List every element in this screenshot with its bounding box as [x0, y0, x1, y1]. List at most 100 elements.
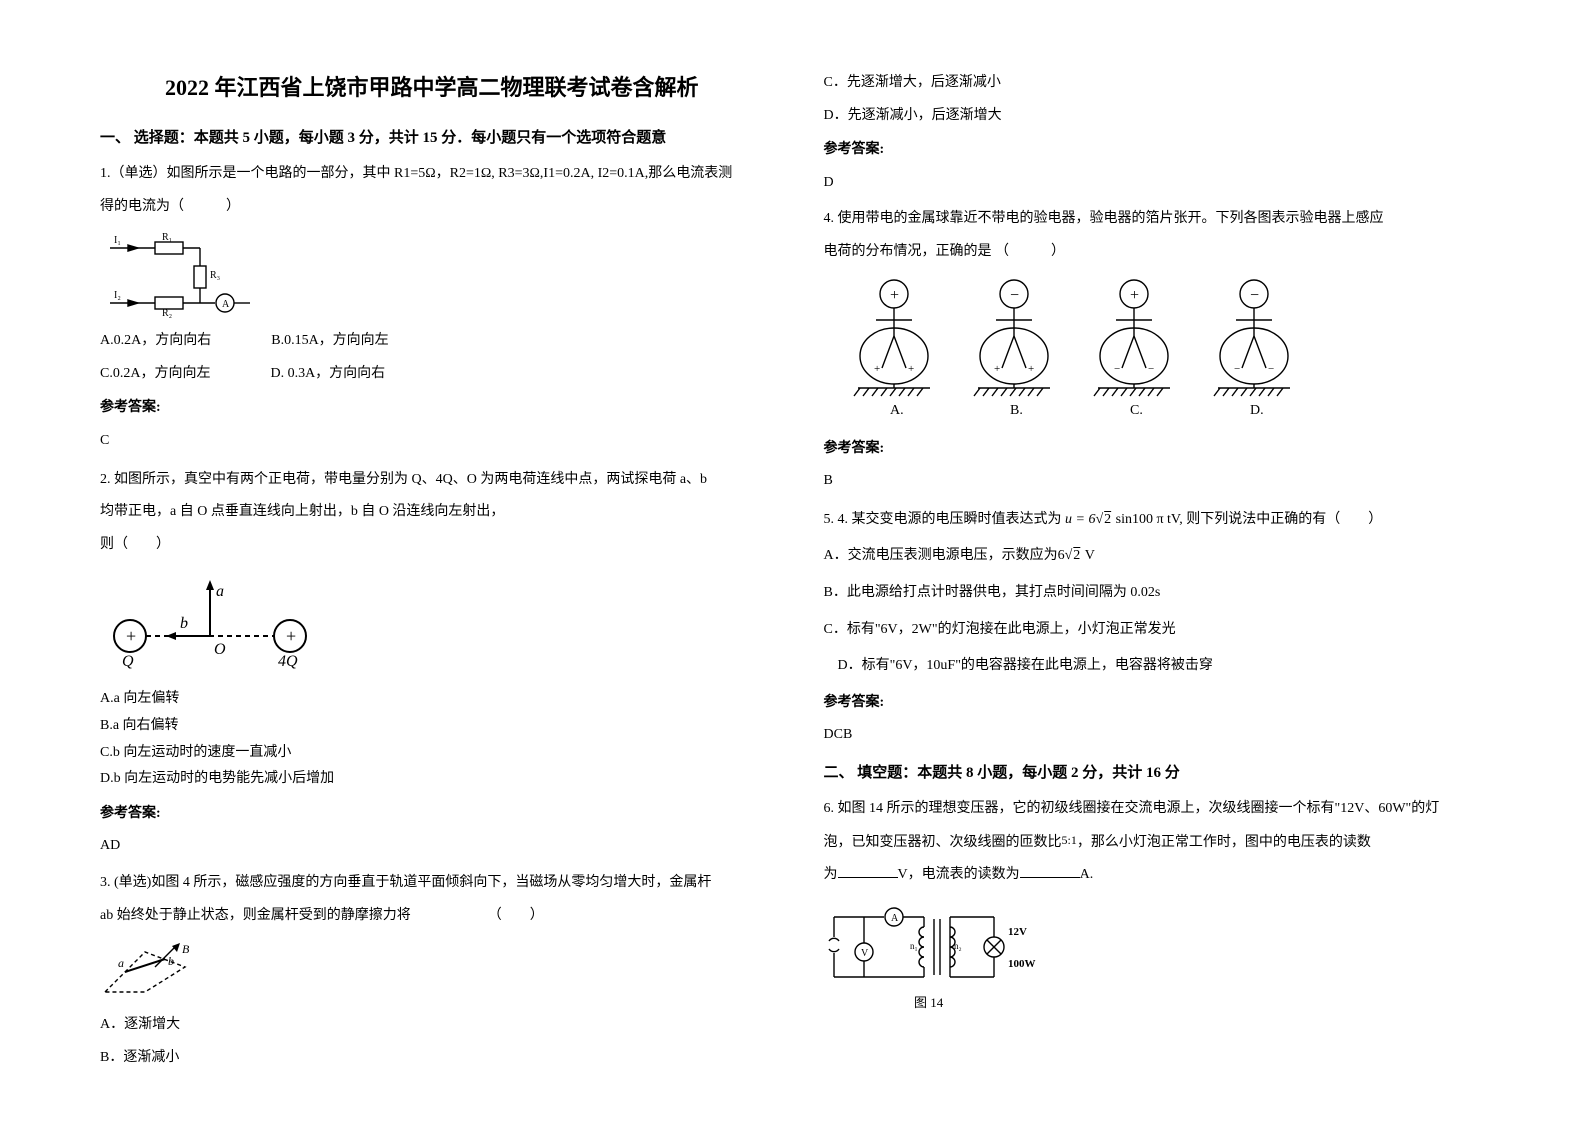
q1-option-a: A.0.2A，方向向右 [100, 328, 211, 355]
svg-text:+: + [1130, 287, 1139, 304]
section-a-header: 一、 选择题：本题共 5 小题，每小题 3 分，共计 15 分．每小题只有一个选… [100, 126, 764, 147]
q6-blank-2 [1020, 864, 1080, 878]
q1-stem-2: 得的电流为（ ） [100, 194, 764, 221]
question-5: 5. 4. 某交变电源的电压瞬时值表达式为 u = 6√2 sin100 π t… [824, 507, 1488, 749]
q5-tail: 则下列说法中正确的有（ ） [1186, 512, 1382, 527]
q4-answer-label: 参考答案: [824, 436, 1488, 463]
q1-options-row-1: A.0.2A，方向向右 B.0.15A，方向向左 [100, 328, 764, 355]
q4-electroscope-figure: +++A.−++B.+−−C.−−−D. [824, 276, 1324, 426]
q6-fig-caption: 图 14 [914, 995, 944, 1010]
q5-opta-sqrt: 2 [1072, 548, 1081, 563]
question-1: 1.（单选）如图所示是一个电路的一部分，其中 R1=5Ω，R2=1Ω, R3=3… [100, 161, 764, 455]
q5-option-a: A．交流电压表测电源电压，示数应为6√2 V [824, 543, 1488, 570]
q6-stem-3-mid: V，电流表的读数为 [898, 867, 1020, 882]
svg-text:−: − [1114, 363, 1120, 375]
exam-page: 2022 年江西省上饶市甲路中学高二物理联考试卷含解析 一、 选择题：本题共 5… [100, 70, 1487, 1082]
q2-charge-figure: + + Q 4Q O a b [100, 566, 320, 676]
q3-answer: D [824, 170, 1488, 197]
question-2: 2. 如图所示，真空中有两个正电荷，带电量分别为 Q、4Q、O 为两电荷连线中点… [100, 467, 764, 860]
document-title: 2022 年江西省上饶市甲路中学高二物理联考试卷含解析 [100, 70, 764, 102]
q2-answer-label: 参考答案: [100, 801, 764, 828]
q6-stem-3: 为 V，电流表的读数为 A. [824, 862, 1488, 889]
q2-fig-b: b [180, 615, 188, 632]
question-4: 4. 使用带电的金属球靠近不带电的验电器，验电器的箔片张开。下列各图表示验电器上… [824, 206, 1488, 494]
q5-inner: 4. 某交变电源的电压瞬时值表达式为 [838, 512, 1062, 527]
q2-fig-q: Q [122, 653, 134, 670]
q2-option-d: D.b 向左运动时的电势能先减小后增加 [100, 766, 764, 793]
q3-option-a: A．逐渐增大 [100, 1012, 764, 1039]
q2-fig-o: O [214, 641, 226, 658]
q1-option-b: B.0.15A，方向向左 [271, 328, 388, 355]
q2-fig-plus-2: + [286, 626, 296, 646]
q2-stem-2: 均带正电，a 自 O 点垂直连线向上射出，b 自 O 沿连线向左射出， [100, 499, 764, 526]
q1-fig-i2: I₂ [114, 290, 121, 301]
q6-stem-2: 泡，已知变压器初、次级线圈的匝数比5:1，那么小灯泡正常工作时，图中的电压表的读… [824, 829, 1488, 857]
q4-stem-1: 4. 使用带电的金属球靠近不带电的验电器，验电器的箔片张开。下列各图表示验电器上… [824, 206, 1488, 233]
q5-answer-label: 参考答案: [824, 690, 1488, 717]
q1-fig-r1: R₁ [162, 232, 172, 243]
svg-text:A.: A. [890, 403, 904, 418]
q2-option-b: B.a 向右偏转 [100, 713, 764, 740]
q2-fig-a: a [216, 583, 224, 600]
q5-answer: DCB [824, 722, 1488, 749]
q2-fig-4q: 4Q [278, 653, 298, 670]
q5-option-c: C．标有"6V，2W"的灯泡接在此电源上，小灯泡正常发光 [824, 617, 1488, 644]
q3-stem-2: ab 始终处于静止状态，则金属杆受到的静摩擦力将 （ ） [100, 903, 764, 930]
q6-stem-3-post: A. [1080, 867, 1094, 882]
q6-fig-100w: 100W [1008, 958, 1036, 970]
svg-text:−: − [1148, 363, 1154, 375]
q2-stem-1: 2. 如图所示，真空中有两个正电荷，带电量分别为 Q、4Q、O 为两电荷连线中点… [100, 467, 764, 494]
q1-fig-r2: R₂ [162, 308, 172, 318]
q6-fig-n2: n₂ [954, 941, 962, 951]
q1-option-c: C.0.2A，方向向左 [100, 361, 210, 388]
q1-answer-label: 参考答案: [100, 395, 764, 422]
q2-answer: AD [100, 833, 764, 860]
q3-fig-b: b [168, 954, 174, 968]
q2-fig-plus-1: + [126, 626, 136, 646]
svg-text:−: − [1234, 363, 1240, 375]
q5-opta-val: 6 [1058, 548, 1065, 563]
svg-text:+: + [890, 287, 899, 304]
svg-text:C.: C. [1130, 403, 1143, 418]
q6-stem-2-post: ，那么小灯泡正常工作时，图中的电压表的读数 [1077, 835, 1371, 850]
q3-option-b: B．逐渐减小 [100, 1045, 764, 1072]
q6-stem-3-pre: 为 [824, 867, 838, 882]
q5-expr-sqrt: 2 [1103, 512, 1112, 527]
q6-blank-1 [838, 864, 898, 878]
q1-fig-a: A [222, 299, 230, 310]
q6-fig-v: V [861, 948, 869, 959]
q4-stem-2: 电荷的分布情况，正确的是 （ ） [824, 239, 1488, 266]
section-b-header: 二、 填空题：本题共 8 小题，每小题 2 分，共计 16 分 [824, 761, 1488, 782]
q1-fig-i1: I₁ [114, 235, 121, 246]
svg-text:+: + [1028, 363, 1034, 375]
q3-fig-B: B [182, 942, 190, 956]
q3-option-d: D．先逐渐减小，后逐渐增大 [824, 103, 1488, 130]
q6-stem-1: 6. 如图 14 所示的理想变压器，它的初级线圈接在交流电源上，次级线圈接一个标… [824, 796, 1488, 823]
question-6: 6. 如图 14 所示的理想变压器，它的初级线圈接在交流电源上，次级线圈接一个标… [824, 796, 1488, 1017]
svg-text:D.: D. [1250, 403, 1264, 418]
q1-stem-1: 1.（单选）如图所示是一个电路的一部分，其中 R1=5Ω，R2=1Ω, R3=3… [100, 161, 764, 188]
q5-opta-post: V [1081, 548, 1095, 563]
svg-text:+: + [874, 363, 880, 375]
q1-circuit-figure: I₁ I₂ R₁ R₂ R₃ A [100, 228, 260, 318]
q6-fig-a: A [891, 913, 899, 924]
svg-text:−: − [1250, 287, 1259, 304]
q3-option-c: C．先逐渐增大，后逐渐减小 [824, 70, 1488, 97]
q6-ratio: 5:1 [1062, 833, 1077, 847]
q5-option-d: D．标有"6V，10uF"的电容器接在此电源上，电容器将被击穿 [824, 653, 1488, 680]
q2-stem-3: 则（ ） [100, 532, 764, 559]
q3-stem-1: 3. (单选)如图 4 所示，磁感应强度的方向垂直于轨道平面倾斜向下，当磁场从零… [100, 870, 764, 897]
q6-fig-12v: 12V [1008, 926, 1027, 938]
q1-fig-r3: R₃ [210, 270, 220, 281]
q3-rail-figure: a b B [100, 937, 210, 1002]
q6-fig-n1: n₁ [910, 941, 918, 951]
svg-text:−: − [1010, 287, 1019, 304]
q3-answer-label: 参考答案: [824, 137, 1488, 164]
q6-stem-2-pre: 泡，已知变压器初、次级线圈的匝数比 [824, 835, 1062, 850]
q5-option-b: B．此电源给打点计时器供电，其打点时间间隔为 0.02s [824, 580, 1488, 607]
svg-text:+: + [994, 363, 1000, 375]
q4-answer: B [824, 468, 1488, 495]
q6-transformer-figure: A V n₁ n₂ 12V 100W 图 14 [824, 897, 1044, 1017]
q5-num: 5. [824, 512, 835, 527]
q5-opta-pre: A．交流电压表测电源电压，示数应为 [824, 548, 1058, 563]
